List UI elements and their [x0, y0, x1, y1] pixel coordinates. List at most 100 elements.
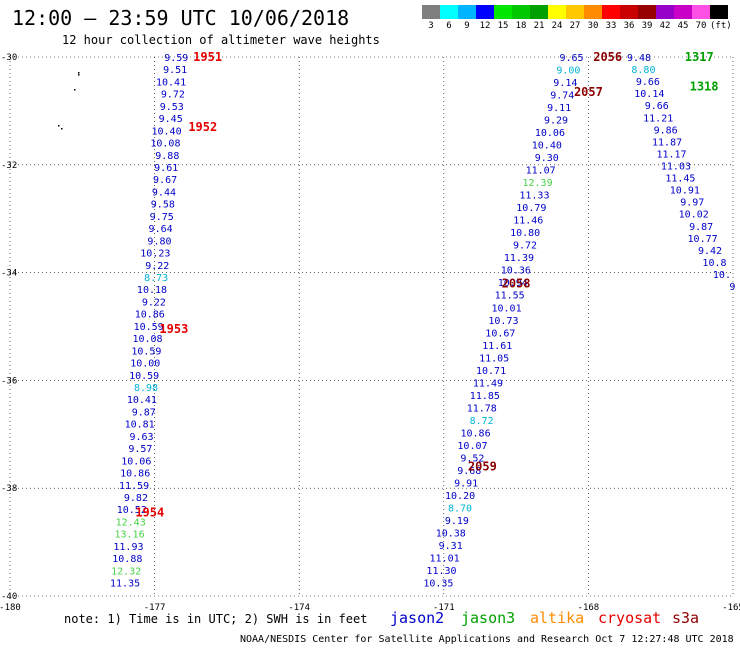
- wave-height-value: 9.75: [150, 212, 174, 223]
- y-tick-label: -34: [1, 269, 17, 279]
- wave-height-value: 11.05: [479, 353, 509, 364]
- time-label: 2058: [502, 276, 531, 290]
- y-tick-label: -40: [1, 592, 17, 602]
- wave-height-value: 10.40: [532, 141, 562, 152]
- wave-height-value: 11.55: [495, 291, 525, 302]
- wave-height-value: 10.86: [135, 310, 165, 321]
- wave-height-value: 9.48: [627, 53, 651, 64]
- island-dot: [61, 128, 63, 130]
- wave-height-value: 9.61: [154, 163, 178, 174]
- wave-height-value: 9.88: [155, 151, 179, 162]
- wave-height-value: 9.86: [654, 125, 678, 136]
- page-subtitle: 12 hour collection of altimeter wave hei…: [62, 33, 380, 47]
- page-title: 12:00 — 23:59 UTC 10/06/2018: [12, 6, 350, 30]
- wave-height-value: 12.39: [522, 178, 552, 189]
- wave-height-value: 10.06: [535, 128, 565, 139]
- satellite-name: altika: [530, 609, 585, 627]
- satellite-name: jason2: [390, 609, 445, 627]
- legend-label: 18: [515, 21, 527, 31]
- wave-height-value: 8.70: [448, 503, 472, 514]
- time-label: 2057: [574, 85, 603, 99]
- legend-swatch: [692, 5, 710, 19]
- legend-swatch: [620, 5, 638, 19]
- wave-height-value: 9.11: [547, 103, 571, 114]
- y-tick-label: -38: [1, 484, 17, 494]
- wave-height-value: 11.61: [482, 341, 512, 352]
- wave-height-value: 11.33: [519, 191, 549, 202]
- wave-height-value: 11.01: [430, 554, 460, 565]
- wave-height-value: 8.98: [134, 383, 158, 394]
- footer-credit: NOAA/NESDIS Center for Satellite Applica…: [240, 634, 734, 645]
- wave-height-value: 9.22: [145, 261, 169, 272]
- wave-height-value: 8.73: [144, 273, 168, 284]
- wave-height-value: 9.14: [553, 78, 577, 89]
- wave-height-value: 10.59: [131, 346, 161, 357]
- wave-height-value: 10.8: [702, 258, 726, 269]
- wave-height-value: 9.29: [544, 116, 568, 127]
- wave-height-value: 9: [729, 282, 735, 293]
- wave-height-value: 10.36: [501, 266, 531, 277]
- wave-height-value: 11.49: [473, 378, 503, 389]
- wave-height-value: 9.74: [550, 91, 574, 102]
- legend-swatch: [674, 5, 692, 19]
- wave-height-value: 9.19: [445, 516, 469, 527]
- wave-height-value: 11.07: [526, 166, 556, 177]
- time-label: 2056: [593, 50, 622, 64]
- wave-height-value: 11.45: [665, 174, 695, 185]
- x-tick-label: -165: [722, 603, 740, 613]
- satellite-name: s3a: [672, 609, 700, 627]
- wave-height-value: 10.88: [112, 554, 142, 565]
- wave-height-value: 10.59: [134, 322, 164, 333]
- legend-swatch: [422, 5, 440, 19]
- wave-height-value: 10.02: [679, 210, 709, 221]
- legend-swatch: [476, 5, 494, 19]
- wave-height-value: 9.91: [454, 478, 478, 489]
- wave-height-value: 12.32: [111, 566, 141, 577]
- legend-label: 15: [497, 21, 509, 31]
- time-label: 2059: [468, 460, 497, 474]
- wave-height-value: 11.21: [643, 113, 673, 124]
- wave-height-value: 10.40: [152, 126, 182, 137]
- wave-height-value: 8.72: [470, 416, 494, 427]
- wave-height-value: 11.17: [656, 149, 686, 160]
- time-label: 1954: [135, 505, 164, 519]
- footer-note: note: 1) Time is in UTC; 2) SWH is in fe…: [64, 612, 368, 626]
- wave-height-value: 10.71: [476, 366, 506, 377]
- island-dots: [58, 72, 80, 130]
- wave-height-value: 11.78: [467, 403, 497, 414]
- x-tick-label: -180: [0, 603, 21, 613]
- altimeter-tracks: 9.599.5110.419.729.539.4510.4010.089.889…: [110, 53, 735, 590]
- legend-swatch: [494, 5, 512, 19]
- legend-label: 9: [464, 21, 470, 31]
- wave-height-value: 13.16: [115, 530, 145, 541]
- y-tick-label: -36: [1, 376, 17, 386]
- island-dot: [58, 125, 60, 127]
- legend-swatch: [512, 5, 530, 19]
- legend-label: 27: [569, 21, 581, 31]
- wave-height-value: 10.38: [436, 528, 466, 539]
- legend-label: 6: [446, 21, 452, 31]
- wave-height-value: 9.97: [680, 198, 704, 209]
- legend-swatch: [656, 5, 674, 19]
- wave-height-value: 11.59: [119, 481, 149, 492]
- wave-height-value: 10.08: [132, 334, 162, 345]
- wave-height-value: 11.46: [513, 216, 543, 227]
- x-tick-label: -177: [144, 603, 166, 613]
- wave-height-value: 9.44: [152, 187, 176, 198]
- legend-swatch: [548, 5, 566, 19]
- wave-height-value: 10.52: [117, 505, 147, 516]
- wave-height-value: 10.35: [423, 579, 453, 590]
- wave-height-value: 9.51: [163, 65, 187, 76]
- time-labels: 1951 1952 1953 1954 2056 2057 2058 2059 1317 1318: [135, 50, 718, 519]
- wave-height-value: 10.41: [156, 77, 186, 88]
- wave-height-value: 9.59: [164, 53, 188, 64]
- wave-height-value: 10.67: [485, 328, 515, 339]
- y-tick-label: -30: [1, 53, 17, 63]
- legend-label: 24: [551, 21, 563, 31]
- wave-height-value: 9.22: [142, 297, 166, 308]
- x-tick-label: -171: [433, 603, 455, 613]
- wave-height-value: 11.39: [504, 253, 534, 264]
- jason3-track: 9.488.809.6610.149.6611.219.8611.8711.17…: [627, 53, 735, 293]
